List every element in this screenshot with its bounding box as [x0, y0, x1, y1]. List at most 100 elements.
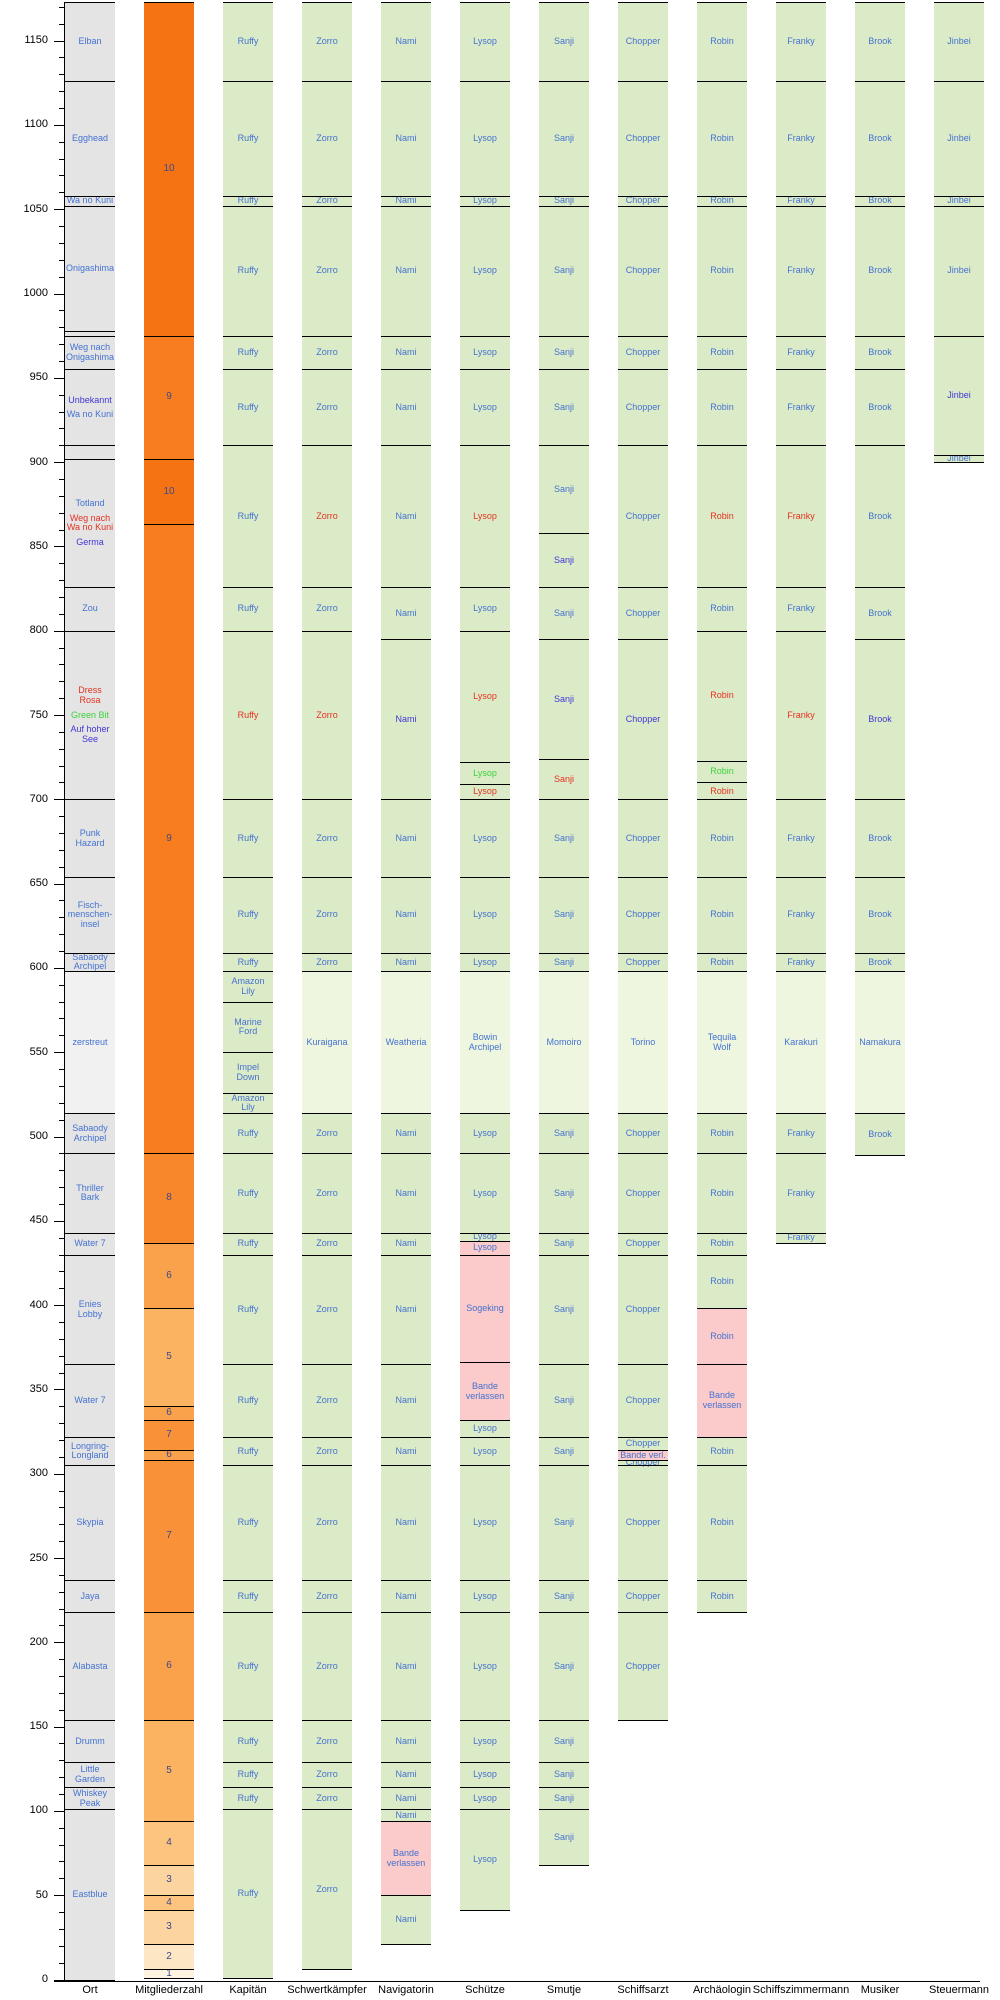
segment-label: Robin [710, 1238, 734, 1249]
y-minor-tick [59, 1962, 64, 1964]
segment: Sanji [539, 1762, 589, 1788]
segment-border [381, 1809, 431, 1811]
segment: Torino [618, 971, 668, 1114]
segment-border [65, 1232, 115, 1234]
segment-label: Franky [787, 709, 815, 720]
segment-label: Ruffy [237, 832, 259, 843]
segment-border [144, 335, 194, 337]
segment-border [223, 799, 273, 801]
y-minor-tick [59, 1237, 64, 1239]
segment: Ruffy [223, 953, 273, 972]
segment-label: 7 [166, 1530, 172, 1542]
segment: 7 [144, 1420, 194, 1451]
segment-label: Zorro [316, 1303, 338, 1314]
segment: Zorro [302, 1580, 352, 1613]
segment-border [381, 876, 431, 878]
segment-border [144, 1419, 194, 1421]
segment: Robin [697, 1465, 747, 1581]
segment-label: Zorro [316, 401, 338, 412]
segment-border [302, 1762, 352, 1763]
segment-border [855, 1155, 905, 1157]
segment-border [223, 971, 273, 973]
segment-label: Nami [395, 1769, 417, 1780]
y-tick-label: 250 [29, 1551, 48, 1564]
segment-label: Sanji [553, 1238, 574, 1249]
segment-label: Lysop [473, 956, 497, 967]
y-minor-tick [59, 1659, 64, 1661]
y-major-tick [54, 209, 64, 211]
segment-border [460, 799, 510, 801]
segment-label: Ruffy [237, 133, 259, 144]
y-major-tick [54, 1052, 64, 1054]
segment-border [855, 335, 905, 337]
segment-label: Sanji [553, 1792, 574, 1803]
y-major-tick [54, 1726, 64, 1728]
segment: Chopper [618, 445, 668, 588]
segment-label: Zorro [316, 195, 338, 206]
segment-border [697, 630, 747, 632]
segment-label: Chopper [625, 832, 661, 843]
segment-label: Nami [395, 832, 417, 843]
y-minor-tick [59, 226, 64, 228]
y-minor-tick [59, 698, 64, 700]
segment-border [302, 1787, 352, 1789]
segment-border [618, 1436, 668, 1438]
segment-label: Chopper [625, 1590, 661, 1601]
segment: Franky [776, 631, 826, 800]
segment-border [223, 1112, 273, 1114]
segment-label: Franky [787, 510, 815, 521]
segment-label: Sanji [553, 1127, 574, 1138]
segment: Punk Hazard [65, 799, 115, 878]
segment-border [302, 335, 352, 337]
segment-border [776, 586, 826, 588]
segment-border [302, 205, 352, 207]
segment-label: Bowin Archipel [468, 1031, 502, 1052]
y-minor-tick [59, 917, 64, 919]
segment-border [697, 1465, 747, 1467]
segment-label: Lysop [473, 832, 497, 843]
segment: Zorro [302, 1437, 352, 1466]
segment: Chopper [618, 336, 668, 370]
segment: Lysop [460, 587, 510, 632]
segment-border [934, 81, 984, 83]
segment-label: Zou [82, 603, 98, 614]
x-axis-label-smutje: Smutje [546, 1984, 582, 1996]
y-tick-label: 0 [41, 1973, 48, 1985]
y-minor-tick [59, 1355, 64, 1357]
segment-border [855, 971, 905, 973]
segment: Alabasta [65, 1612, 115, 1721]
segment-border [223, 1762, 273, 1763]
segment-border [697, 1611, 747, 1613]
segment-border [460, 762, 510, 764]
segment-label: Sanji [553, 1517, 574, 1528]
segment: Robin [697, 877, 747, 954]
segment-label: Brook [868, 510, 892, 521]
segment: Tequila Wolf [697, 971, 747, 1114]
segment-border [302, 1719, 352, 1721]
segment-border [539, 1579, 589, 1581]
segment-label: Enies Lobby [77, 1299, 103, 1319]
segment: Zorro [302, 336, 352, 370]
segment: Ruffy [223, 206, 273, 337]
segment-border [302, 1809, 352, 1811]
segment-border [539, 1809, 589, 1811]
segment-label: Nami [395, 956, 417, 967]
segment-label: Ruffy [237, 1394, 259, 1405]
segment: Chopper [618, 1612, 668, 1721]
segment-label: 5 [166, 1351, 172, 1363]
segment-border [855, 445, 905, 447]
segment-border [381, 639, 431, 641]
segment-border [223, 1052, 273, 1054]
segment-border [302, 630, 352, 632]
y-minor-tick [59, 1085, 64, 1087]
segment-label: Germa [76, 537, 104, 547]
segment-border [223, 630, 273, 632]
segment-border [539, 876, 589, 878]
segment: Lysop [460, 1762, 510, 1788]
segment-label: Kuraigana [306, 1036, 348, 1047]
segment: Little Garden [65, 1762, 115, 1788]
segment-border [381, 952, 431, 954]
segment: Sanji [539, 1255, 589, 1365]
segment: Ruffy [223, 1255, 273, 1365]
segment: Nami [381, 1255, 431, 1365]
